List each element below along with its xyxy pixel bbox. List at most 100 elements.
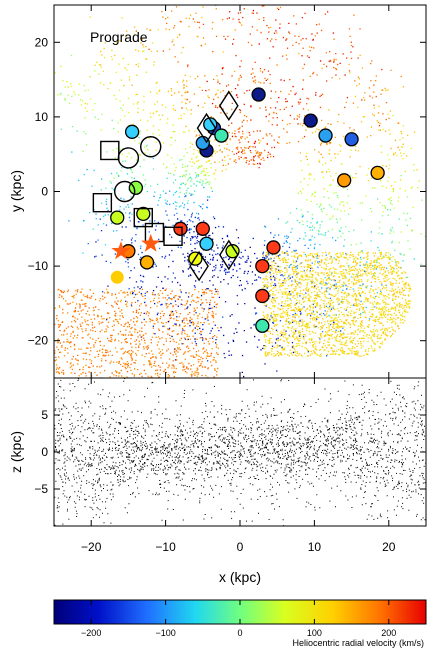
particle-group (241, 57, 359, 161)
colorbar-tick-label: 100 (307, 628, 322, 638)
particle-group (186, 170, 392, 204)
particle-group (373, 301, 375, 303)
bottom-panel-particles (54, 378, 426, 526)
particle-group (278, 234, 315, 258)
particle-group (257, 61, 335, 165)
particle-group (420, 233, 422, 235)
particle-group (387, 164, 415, 182)
particle-group (323, 207, 325, 210)
particle-group (54, 27, 338, 378)
particle-group (196, 237, 198, 239)
particle-group (208, 183, 352, 246)
particle-group (202, 106, 409, 357)
particle-group (318, 206, 321, 208)
particle-group (231, 122, 233, 124)
particle-group (318, 261, 321, 263)
particle-group (57, 10, 323, 367)
particle-group (301, 214, 303, 216)
particle-group (192, 153, 330, 170)
particle-group (185, 17, 187, 19)
particle-group (243, 8, 245, 10)
particle-group (70, 54, 73, 57)
particle-group (168, 29, 189, 93)
particle-group (244, 270, 266, 365)
particle-group (230, 261, 238, 333)
particle-group (145, 58, 147, 60)
particle-group (282, 245, 284, 248)
particle-group (198, 181, 392, 232)
particle-group (305, 292, 307, 294)
particle-group (329, 212, 408, 220)
particle-group (116, 153, 388, 269)
particle-group (217, 51, 395, 355)
particle-group (64, 99, 66, 101)
particle-group (119, 209, 121, 211)
particle-group (258, 339, 260, 341)
particle-group (70, 83, 72, 85)
particle-group (192, 155, 388, 338)
marker-filled-circle (110, 270, 124, 284)
particle-group (381, 233, 383, 235)
particle-group (250, 73, 252, 75)
particle-group (312, 39, 314, 41)
particle-group (143, 159, 145, 161)
particle-group (348, 265, 350, 267)
particle-group (55, 6, 360, 371)
particle-group (198, 143, 390, 212)
particle-group (145, 145, 148, 147)
particle-group (319, 204, 409, 242)
particle-group (232, 340, 235, 342)
particle-group (54, 23, 372, 378)
particle-group (156, 21, 336, 163)
particle-group (387, 214, 389, 216)
particle-group (307, 351, 309, 353)
particle-group (389, 254, 391, 256)
particle-group (172, 182, 393, 229)
particle-group (376, 261, 378, 264)
particle-group (190, 216, 192, 218)
particle-group (329, 324, 332, 326)
particle-group (250, 17, 304, 158)
particle-group (304, 244, 306, 246)
particle-group (60, 128, 62, 130)
y-tick-label: 0 (41, 445, 48, 459)
particle-group (224, 159, 332, 186)
particle-group (70, 111, 322, 377)
particle-group (190, 180, 192, 182)
particle-group (61, 24, 366, 378)
particle-group (120, 170, 122, 172)
particle-group (211, 295, 238, 330)
particle-group (150, 185, 152, 187)
particle-group (333, 208, 411, 250)
particle-group (226, 18, 307, 111)
particle-group (312, 218, 314, 220)
particle-group (329, 288, 331, 290)
particle-group (376, 292, 378, 294)
particle-group (72, 37, 375, 375)
particle-group (214, 226, 217, 229)
particle-group (259, 277, 262, 279)
particle-group (406, 217, 412, 227)
particle-group (182, 253, 266, 359)
particle-group (244, 157, 246, 159)
particle-group (224, 38, 227, 40)
particle-group (179, 240, 181, 242)
particle-group (143, 101, 404, 169)
particle-group (142, 274, 191, 283)
particle-group (58, 21, 288, 377)
particle-group (203, 174, 407, 221)
particle-group (391, 240, 394, 242)
particle-group (100, 42, 408, 355)
particle-group (335, 192, 339, 199)
particle-group (167, 172, 392, 211)
particle-group (153, 61, 411, 357)
particle-group (172, 39, 395, 336)
particle-group (261, 68, 383, 120)
marker-filled-circle (255, 288, 270, 304)
particle-group (290, 264, 292, 266)
marker-filled-circle (266, 240, 281, 255)
particle-group (115, 17, 402, 357)
particle-group (123, 115, 324, 173)
particle-group (189, 75, 191, 78)
particle-group (240, 156, 242, 158)
